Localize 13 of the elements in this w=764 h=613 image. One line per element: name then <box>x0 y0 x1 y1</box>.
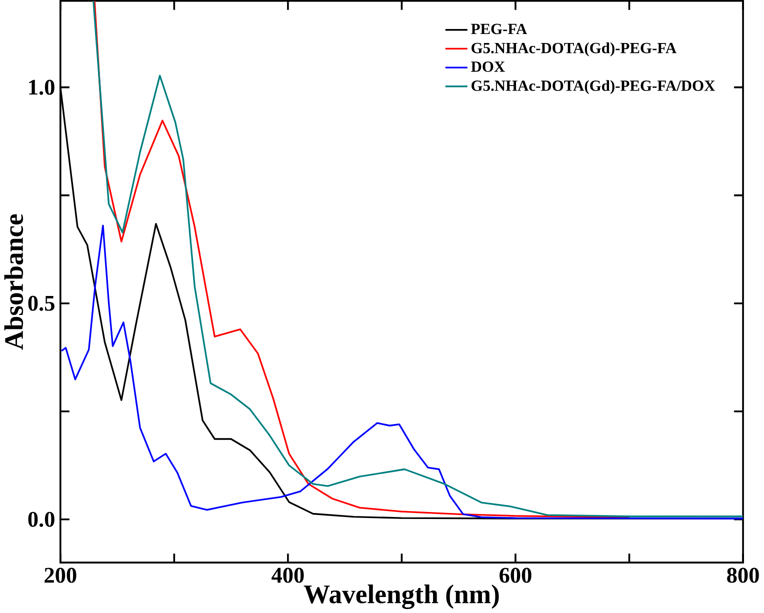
legend-label: DOX <box>471 61 505 72</box>
x-tick-label: 800 <box>727 568 759 583</box>
y-axis-title: Absorbance <box>4 214 24 350</box>
y-tick-label: 0.0 <box>28 512 54 527</box>
y-tick-label: 1.0 <box>29 80 54 95</box>
x-tick-label: 400 <box>272 568 304 583</box>
x-axis-title: Wavelength (nm) <box>304 584 499 609</box>
x-tick-label: 600 <box>500 568 532 583</box>
legend-label: PEG-FA <box>471 24 528 34</box>
x-tick-label: 200 <box>44 568 76 583</box>
legend-label: G5.NHAc-DOTA(Gd)-PEG-FA <box>472 42 676 56</box>
y-tick-label: 0.5 <box>28 296 54 311</box>
legend-label: G5.NHAc-DOTA(Gd)-PEG-FA/DOX <box>472 80 716 94</box>
